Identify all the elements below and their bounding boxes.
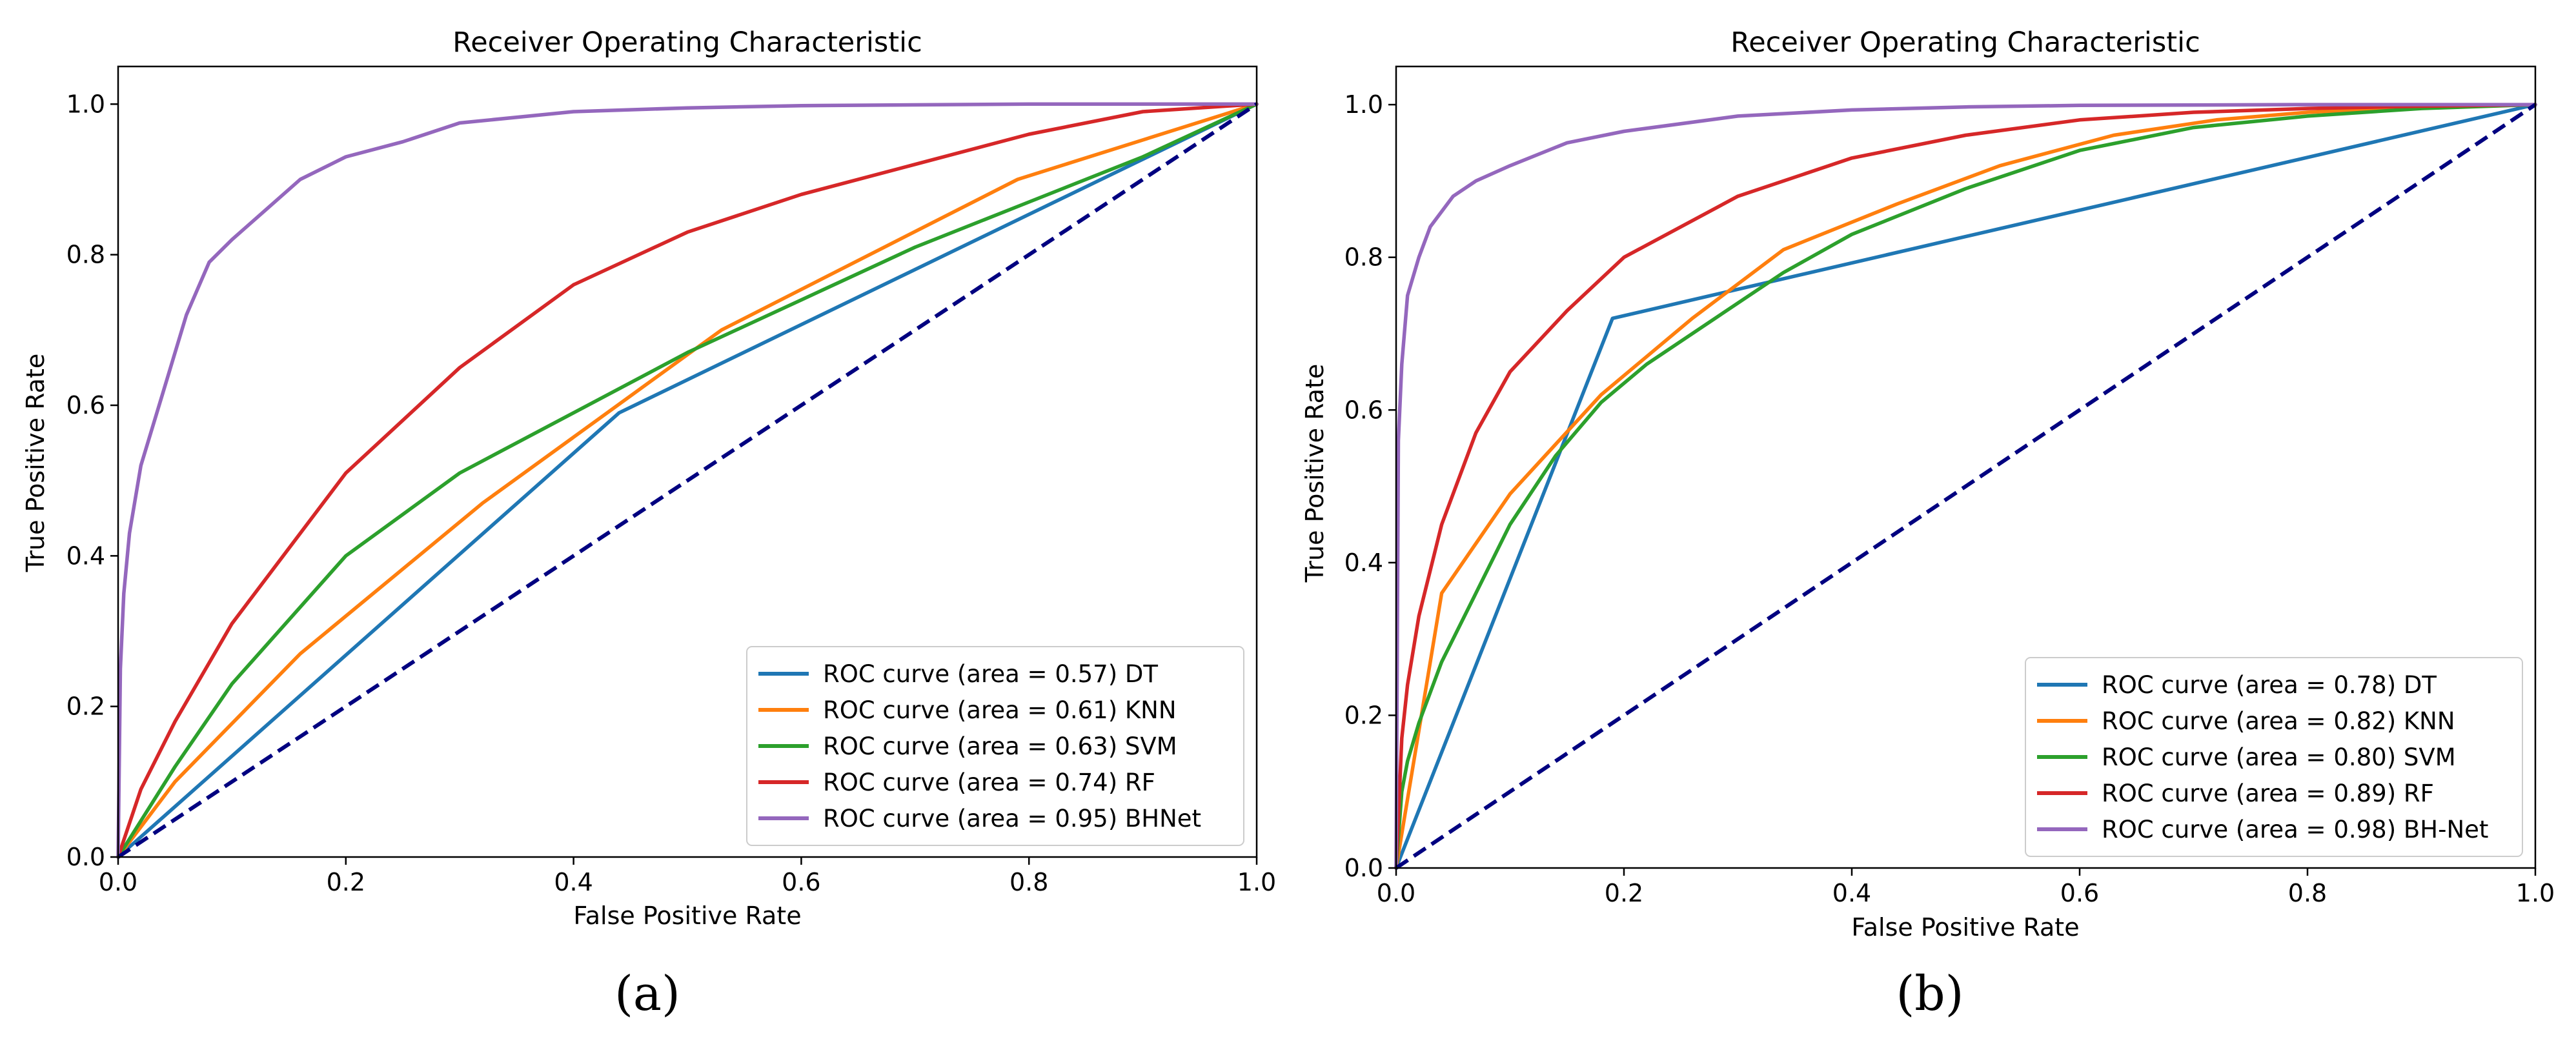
y-tick-label-a-3: 0.6 [66, 391, 105, 419]
y-tick-label-b-3: 0.6 [1344, 396, 1383, 424]
y-tick-label-b-4: 0.8 [1344, 243, 1383, 272]
chart-panel-a: Receiver Operating Characteristic False … [21, 26, 1276, 1022]
y-tick-label-b-1: 0.2 [1344, 701, 1383, 729]
x-tick-label-a-1: 0.2 [327, 868, 365, 896]
x-axis-label-a: False Positive Rate [573, 902, 801, 930]
y-tick-label-b-5: 1.0 [1344, 90, 1383, 119]
y-tick-label-a-1: 0.2 [66, 692, 105, 721]
legend-entry-b-2: ROC curve (area = 0.80) SVM [2102, 743, 2456, 771]
roc-line-a-0 [116, 102, 1259, 859]
y-tick-label-b-2: 0.4 [1344, 549, 1383, 577]
panel-caption-b: (b) [1896, 966, 1963, 1022]
x-tick-label-a-4: 0.8 [1009, 868, 1048, 896]
chart-title-a: Receiver Operating Characteristic [452, 26, 922, 59]
y-tick-label-a-4: 0.8 [66, 241, 105, 269]
y-axis-label-a: True Positive Rate [21, 354, 50, 573]
legend-entry-a-3: ROC curve (area = 0.74) RF [823, 769, 1155, 796]
chart-title-b: Receiver Operating Characteristic [1730, 26, 2200, 59]
chance-line-b [1395, 103, 2537, 870]
legend-entry-b-0: ROC curve (area = 0.78) DT [2102, 671, 2437, 699]
panel-caption-a: (a) [614, 966, 680, 1022]
x-tick-label-b-0: 0.0 [1377, 879, 1415, 907]
legend-box-b [2025, 657, 2523, 857]
x-tick-label-a-0: 0.0 [99, 868, 137, 896]
roc-line-a-1 [116, 102, 1259, 859]
legend-entry-a-1: ROC curve (area = 0.61) KNN [823, 696, 1177, 724]
x-tick-label-b-1: 0.2 [1605, 879, 1643, 907]
legend-entry-b-3: ROC curve (area = 0.89) RF [2102, 780, 2434, 807]
roc-line-b-1 [1394, 103, 2537, 870]
x-tick-label-a-5: 1.0 [1237, 868, 1276, 896]
legend-entry-a-2: ROC curve (area = 0.63) SVM [823, 732, 1177, 760]
x-axis-label-b: False Positive Rate [1851, 913, 2079, 942]
chance-line-a [117, 102, 1258, 859]
plot-frame-b [1395, 65, 2537, 869]
x-tick-label-b-5: 1.0 [2516, 879, 2555, 907]
legend-box-a [746, 646, 1244, 846]
roc-line-b-4 [1394, 103, 2537, 870]
y-axis-label-b: True Positive Rate [1301, 364, 1329, 583]
x-tick-label-a-2: 0.4 [554, 868, 593, 896]
legend-entry-a-0: ROC curve (area = 0.57) DT [823, 660, 1158, 688]
legend-entry-b-4: ROC curve (area = 0.98) BH-Net [2102, 816, 2488, 843]
x-tick-label-b-2: 0.4 [1832, 879, 1871, 907]
x-tick-label-b-4: 0.8 [2288, 879, 2327, 907]
legend-entry-a-4: ROC curve (area = 0.95) BHNet [823, 805, 1201, 832]
chart-panel-b: Receiver Operating Characteristic False … [1301, 26, 2555, 1022]
roc-line-b-3 [1394, 103, 2537, 870]
roc-line-b-0 [1394, 103, 2537, 870]
roc-line-a-3 [116, 102, 1259, 859]
roc-line-a-2 [116, 102, 1259, 859]
y-tick-label-b-0: 0.0 [1344, 854, 1383, 882]
legend-entry-b-1: ROC curve (area = 0.82) KNN [2102, 707, 2455, 735]
y-tick-label-a-2: 0.4 [66, 541, 105, 570]
x-tick-label-b-3: 0.6 [2060, 879, 2099, 907]
plot-frame-a [117, 65, 1258, 858]
y-tick-label-a-5: 1.0 [66, 90, 105, 118]
y-tick-label-a-0: 0.0 [66, 843, 105, 871]
roc-line-b-2 [1394, 103, 2537, 870]
x-tick-label-a-3: 0.6 [782, 868, 820, 896]
roc-line-a-4 [116, 102, 1259, 859]
